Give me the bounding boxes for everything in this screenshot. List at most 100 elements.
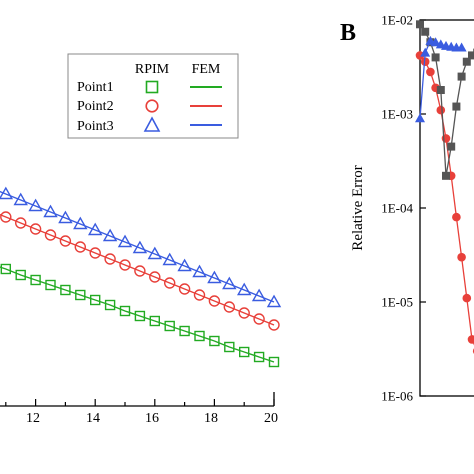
panel-b-point-1-6 (447, 142, 456, 151)
legend-marker-point1 (145, 80, 159, 94)
panel-b-point-1-9 (462, 57, 471, 66)
rpim-marker-point3-5 (43, 204, 58, 218)
rpim-marker-point3-12 (147, 246, 163, 260)
panel-b-point-1-8 (457, 72, 466, 81)
rpim-marker-point2-14 (178, 283, 191, 295)
rpim-marker-point1-3 (15, 269, 26, 281)
panel-b-series-0 (415, 51, 474, 355)
rpim-marker-point3-15 (192, 264, 207, 278)
panel-b-point-1-7 (452, 102, 461, 111)
rpim-marker-point1-11 (134, 310, 146, 322)
rpim-marker-point3-14 (177, 258, 192, 272)
series-point2 (0, 211, 280, 331)
panel-b-point-1-10 (468, 51, 474, 60)
panel-b-line-0 (419, 54, 474, 346)
rpim-marker-point2-10 (119, 259, 131, 271)
panel-a-series (0, 186, 282, 368)
panel-b-point-1-1 (421, 27, 430, 36)
rpim-marker-point1-12 (149, 315, 161, 327)
rpim-marker-point2-5 (44, 229, 57, 241)
panel-b-y-tick-labels: 1E-06 1E-05 1E-04 1E-03 1E-02 (381, 13, 413, 404)
panel-a: 12 14 16 18 20 RPIM FEM Point1 Point2 Po… (0, 53, 282, 426)
panel-b-point-1-5 (442, 171, 450, 180)
rpim-marker-point2-3 (15, 217, 27, 229)
rpim-marker-point2-6 (59, 235, 72, 247)
legend-label-point2: Point2 (77, 99, 114, 114)
legend-marker-point2 (145, 99, 159, 113)
fem-line-point2 (0, 213, 275, 326)
rpim-marker-point1-7 (75, 289, 86, 301)
panel-b-point-0-2 (426, 67, 435, 77)
legend-header-fem: FEM (192, 62, 221, 77)
panel-b-series-2 (415, 35, 467, 123)
rpim-marker-point1-9 (104, 299, 116, 311)
y-tick-label-1E-04: 1E-04 (381, 201, 413, 216)
rpim-marker-point1-15 (194, 330, 205, 342)
panel-a-x-ticks (5, 399, 275, 406)
panel-b-point-1-3 (431, 53, 440, 62)
rpim-marker-point1-17 (224, 341, 235, 353)
rpim-marker-point2-12 (149, 271, 161, 283)
rpim-marker-point2-19 (253, 313, 265, 325)
rpim-marker-point3-13 (162, 252, 177, 266)
rpim-marker-point1-14 (179, 325, 190, 337)
rpim-marker-point3-10 (117, 234, 133, 248)
rpim-marker-point1-2 (0, 263, 11, 275)
panel-b-letter: B (340, 20, 356, 46)
series-point3 (0, 186, 282, 308)
panel-b-point-2-1 (420, 47, 431, 57)
rpim-marker-point1-8 (89, 294, 101, 306)
legend-marker-point3 (143, 116, 161, 132)
rpim-marker-point2-7 (74, 241, 87, 253)
x-tick-label-20: 20 (264, 411, 278, 426)
rpim-marker-point3-7 (73, 216, 88, 230)
rpim-marker-point2-8 (89, 247, 101, 259)
panel-b-point-0-1 (420, 57, 430, 67)
rpim-marker-point3-16 (207, 270, 222, 284)
rpim-marker-point3-8 (87, 222, 103, 236)
rpim-marker-point3-2 (0, 186, 14, 200)
y-tick-label-1E-06: 1E-06 (381, 389, 413, 404)
rpim-marker-point1-19 (253, 351, 265, 363)
panel-b-point-2-0 (415, 113, 425, 123)
panel-b-point-0-9 (462, 293, 472, 303)
panel-b-point-1-0 (416, 20, 424, 29)
panel-b-point-2-3 (430, 37, 441, 47)
panel-b: B 1E-06 1E-05 1E-04 1E-03 1E-02 Relative Err… (340, 13, 474, 404)
rpim-marker-point3-3 (13, 192, 28, 206)
rpim-marker-point2-9 (104, 253, 116, 265)
rpim-marker-point2-13 (163, 277, 176, 289)
legend-header-rpim: RPIM (135, 62, 170, 77)
rpim-marker-point1-20 (268, 356, 280, 368)
legend-label-point1: Point1 (77, 80, 114, 95)
rpim-marker-point3-11 (132, 240, 148, 254)
rpim-marker-point1-10 (119, 305, 131, 317)
rpim-marker-point1-4 (30, 274, 41, 286)
rpim-marker-point2-15 (193, 289, 206, 301)
panel-b-point-0-10 (467, 335, 474, 344)
panel-b-point-1-4 (436, 86, 445, 95)
panel-b-plot-frame (419, 19, 474, 397)
rpim-marker-point2-4 (29, 223, 42, 235)
panel-b-point-0-4 (436, 105, 446, 115)
rpim-marker-point3-6 (58, 210, 73, 224)
rpim-marker-point2-18 (238, 307, 250, 319)
rpim-marker-point2-16 (208, 295, 221, 307)
rpim-marker-point3-18 (236, 282, 252, 296)
rpim-marker-point1-13 (164, 320, 175, 332)
panel-b-point-2-8 (456, 42, 467, 52)
rpim-marker-point3-4 (28, 198, 43, 212)
panel-a-axes (0, 392, 275, 407)
series-point1 (0, 263, 280, 368)
rpim-marker-point2-20 (268, 319, 280, 331)
rpim-marker-point2-17 (223, 301, 236, 313)
legend: RPIM FEM Point1 Point2 Point3 (67, 53, 239, 139)
panel-b-point-0-8 (457, 252, 466, 262)
legend-label-point3: Point3 (77, 119, 114, 134)
rpim-marker-point2-11 (134, 265, 146, 277)
rpim-marker-point3-17 (222, 276, 237, 290)
panel-b-point-0-7 (452, 212, 461, 222)
rpim-marker-point1-5 (45, 279, 56, 291)
rpim-marker-point3-19 (251, 288, 267, 302)
